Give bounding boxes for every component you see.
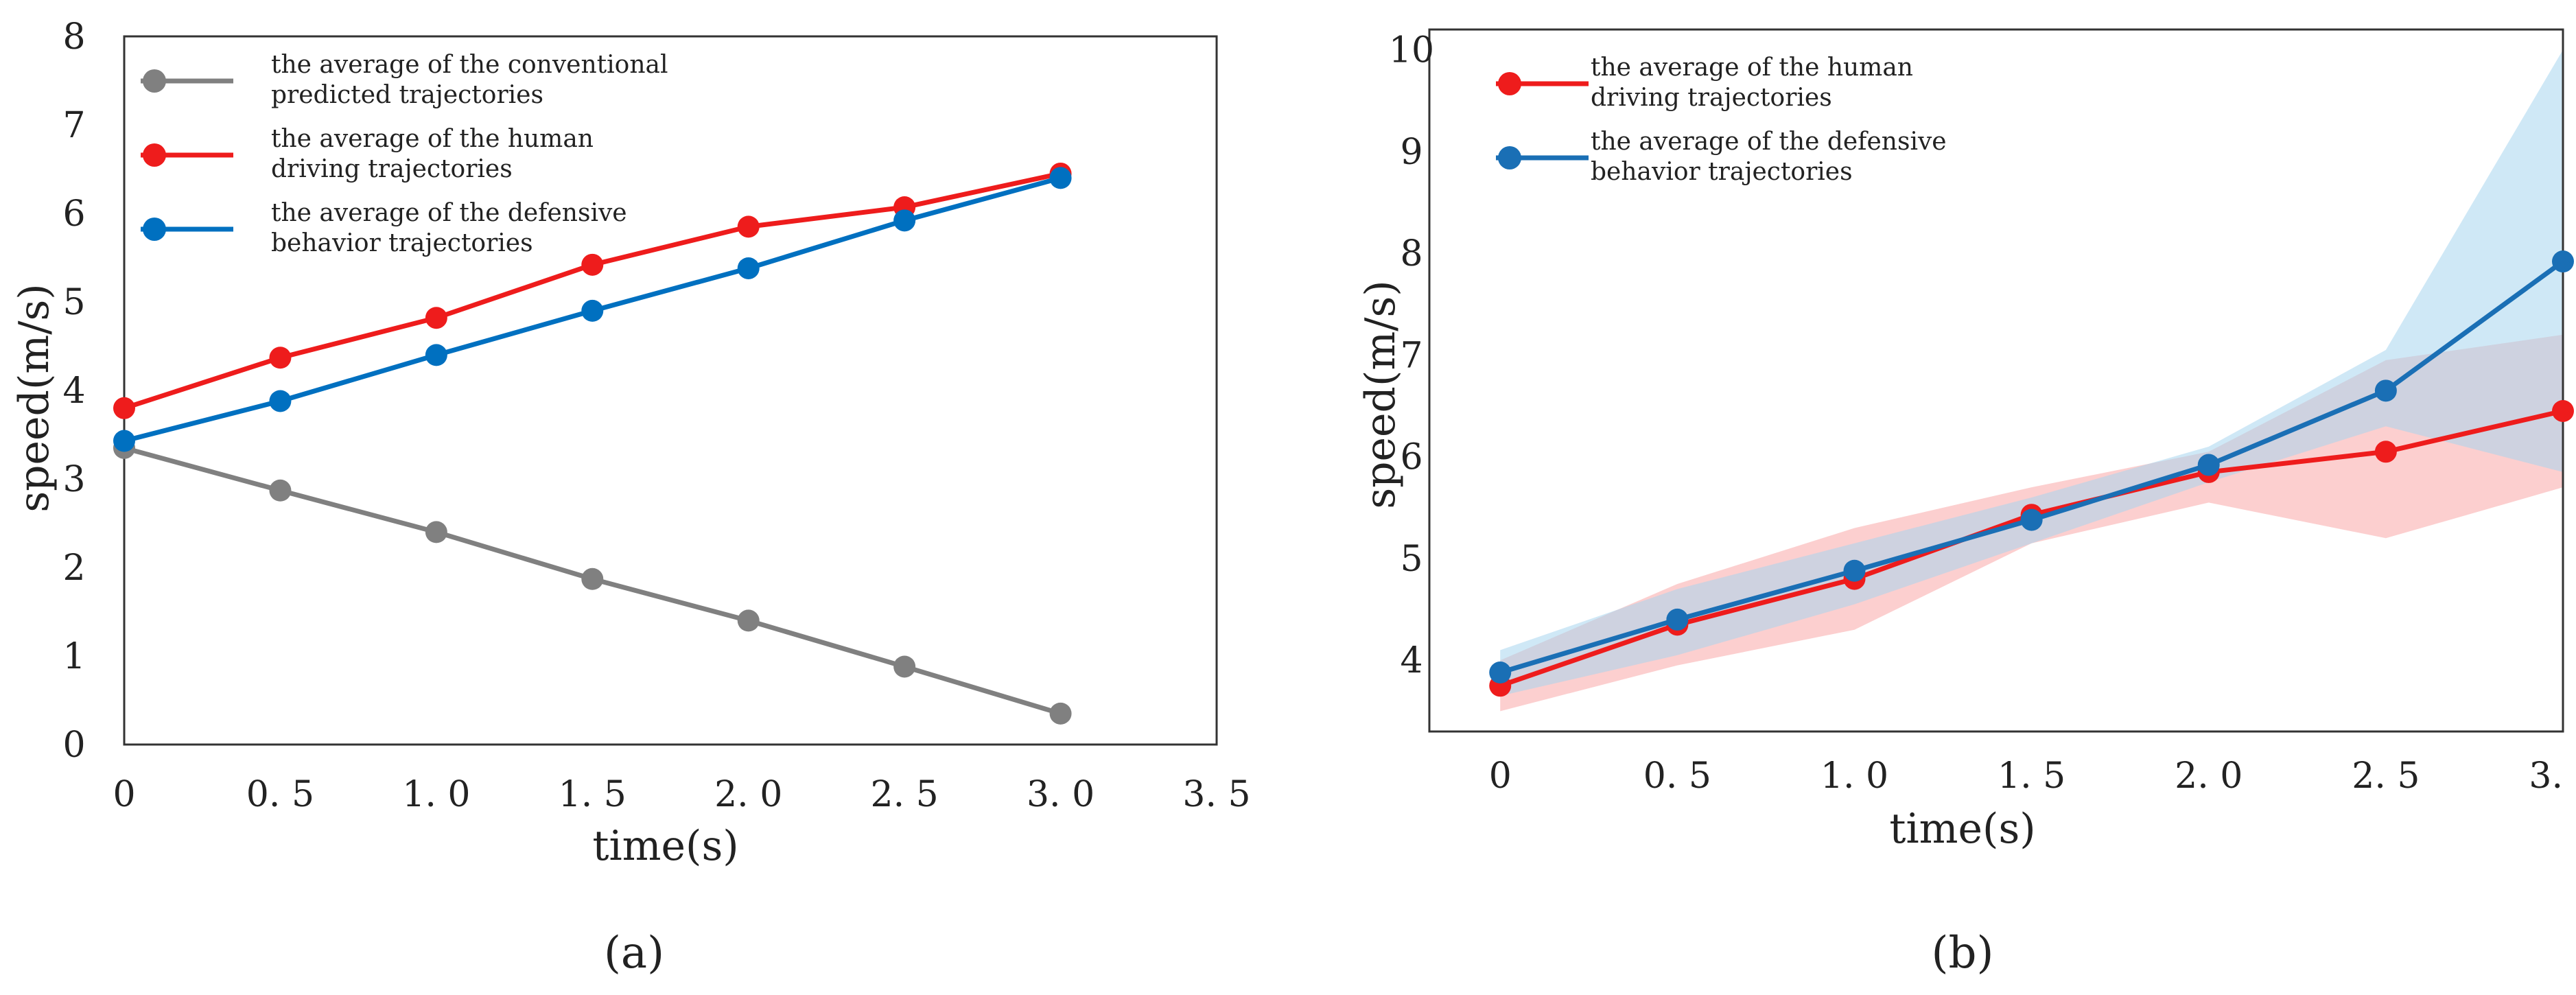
panel-b-xtick-label: 2. 0 (2175, 756, 2243, 797)
panel-b-series-1-point (1666, 608, 1689, 631)
panel-b-legend-label-1: the average of the defensive (1591, 128, 1947, 156)
panel-a-xtick-label: 2. 5 (871, 774, 939, 815)
panel-a-series-2-point (113, 430, 135, 452)
panel-a-ytick-label: 3 (62, 459, 85, 500)
panel-a-series-2-point (425, 344, 447, 366)
panel-b-series-1-point (2020, 508, 2043, 531)
panel-a-ytick-label: 8 (62, 16, 85, 58)
panel-a-series-2-point (581, 299, 604, 322)
panel-a-series-0-point (269, 479, 292, 502)
panel-b-xtick-label: 3. 0 (2529, 756, 2576, 797)
panel-a: 0 1 2 3 4 5 6 7 8 0 0. 5 1. 0 1. 5 2. 0 2. 5 3. 0 3. 5 t… (10, 16, 1251, 979)
panel-a-xtick-label: 0 (113, 774, 135, 815)
panel-b-ytick-label: 4 (1400, 640, 1422, 681)
panel-a-plot-frame (123, 35, 1218, 746)
panel-b-legend-label-1: behavior trajectories (1591, 158, 1853, 186)
panel-a-legend-marker-0 (143, 69, 166, 93)
panel-b-xlabel: time(s) (1889, 805, 2035, 853)
panel-b-legend-label-0: driving trajectories (1591, 84, 1832, 112)
panel-a-series-0-point (893, 655, 916, 678)
panel-a-series-0-point (425, 521, 447, 543)
panel-a-legend-label-2: behavior trajectories (271, 229, 533, 257)
panel-b-xtick-label: 1. 5 (1998, 756, 2065, 797)
panel-a-ytick-label: 2 (62, 548, 85, 589)
panel-a-ticks: 0 1 2 3 4 5 6 7 8 0 0. 5 1. 0 1. 5 2. 0 2. 5 3. 0 3. 5 (62, 16, 1250, 815)
panel-a-lines (113, 162, 1072, 725)
panel-b-series-1-point (2374, 379, 2397, 402)
panel-a-series-0-point (581, 567, 604, 590)
panel-a-legend: the average of the conventionalpredicted… (141, 51, 668, 257)
panel-b-series-1-point (2552, 250, 2574, 273)
panel-b-series-1-point (2197, 454, 2220, 476)
panel-b-xtick-label: 2. 5 (2352, 756, 2420, 797)
panel-b: 4 5 6 7 8 9 10 0 0. 5 1. 0 1. 5 2. 0 2. 5 3. 0 time(s… (1357, 28, 2576, 979)
panel-a-series-1-point (425, 307, 447, 329)
panel-a-xtick-label: 3. 0 (1027, 774, 1094, 815)
panel-b-ytick-label: 6 (1400, 437, 1422, 478)
panel-b-series-0-point (2374, 441, 2397, 463)
panel-b-legend-label-0: the average of the human (1591, 54, 1913, 82)
panel-a-series-2-point (737, 257, 760, 279)
panel-b-legend-marker-0 (1498, 72, 1521, 95)
panel-a-legend-label-0: the average of the conventional (271, 51, 668, 79)
panel-b-series-0-point (2552, 399, 2574, 422)
panel-a-legend-label-0: predicted trajectories (271, 81, 543, 109)
panel-a-legend-marker-2 (143, 218, 166, 241)
panel-a-legend-label-1: the average of the human (271, 125, 594, 153)
panel-a-ytick-label: 6 (62, 194, 85, 235)
panel-b-lines (1489, 250, 2574, 697)
panel-b-label: (b) (1932, 928, 1994, 979)
panel-a-legend-marker-1 (143, 143, 166, 167)
panel-b-ytick-label: 7 (1400, 335, 1422, 376)
panel-a-series-1-point (113, 397, 135, 419)
panel-a-ytick-label: 1 (62, 636, 85, 677)
panel-b-plot-frame (1428, 28, 2564, 733)
panel-a-series-2-point (1049, 167, 1072, 189)
panel-a-series-1-point (581, 253, 604, 276)
panel-a-xtick-label: 1. 5 (559, 774, 627, 815)
panel-b-ytick-label: 5 (1400, 539, 1422, 580)
panel-b-xtick-label: 0. 5 (1643, 756, 1711, 797)
panel-b-xtick-label: 1. 0 (1820, 756, 1888, 797)
panel-b-series-1-point (1843, 559, 1866, 582)
panel-b-ylabel: speed(m/s) (1357, 280, 1405, 508)
panel-a-ytick-label: 0 (62, 725, 85, 766)
panel-a-xlabel: time(s) (592, 822, 738, 870)
panel-a-series-2-point (269, 390, 292, 412)
panel-a-ylabel: speed(m/s) (10, 283, 58, 512)
panel-b-legend-marker-1 (1498, 146, 1521, 169)
panel-a-label: (a) (604, 928, 664, 979)
panel-a-legend-label-1: driving trajectories (271, 155, 513, 183)
panel-a-series-1-point (737, 215, 760, 238)
panel-a-xtick-label: 1. 0 (402, 774, 470, 815)
panel-a-series-1-point (269, 347, 292, 369)
panel-b-ytick-label: 8 (1400, 233, 1422, 274)
panel-a-legend-label-2: the average of the defensive (271, 199, 627, 227)
panel-b-ytick-label: 9 (1400, 132, 1422, 173)
panel-a-xtick-label: 3. 5 (1182, 774, 1250, 815)
panel-b-xtick-label: 0 (1489, 756, 1512, 797)
panel-a-series-0-point (1049, 702, 1072, 725)
panel-b-series-1-point (1489, 662, 1512, 684)
panel-a-ytick-label: 5 (62, 282, 85, 323)
panel-b-ytick-label: 10 (1389, 30, 1434, 71)
panel-b-ticks: 4 5 6 7 8 9 10 0 0. 5 1. 0 1. 5 2. 0 2. 5 3. 0 (1389, 30, 2576, 797)
panel-a-xtick-label: 2. 0 (714, 774, 782, 815)
panel-b-band-1 (1500, 49, 2563, 696)
panel-a-ytick-label: 7 (62, 105, 85, 146)
panel-a-series-2-point (893, 209, 916, 232)
panel-a-series-0-point (737, 609, 760, 632)
panel-a-ytick-label: 4 (62, 371, 85, 412)
panel-a-xtick-label: 0. 5 (246, 774, 314, 815)
